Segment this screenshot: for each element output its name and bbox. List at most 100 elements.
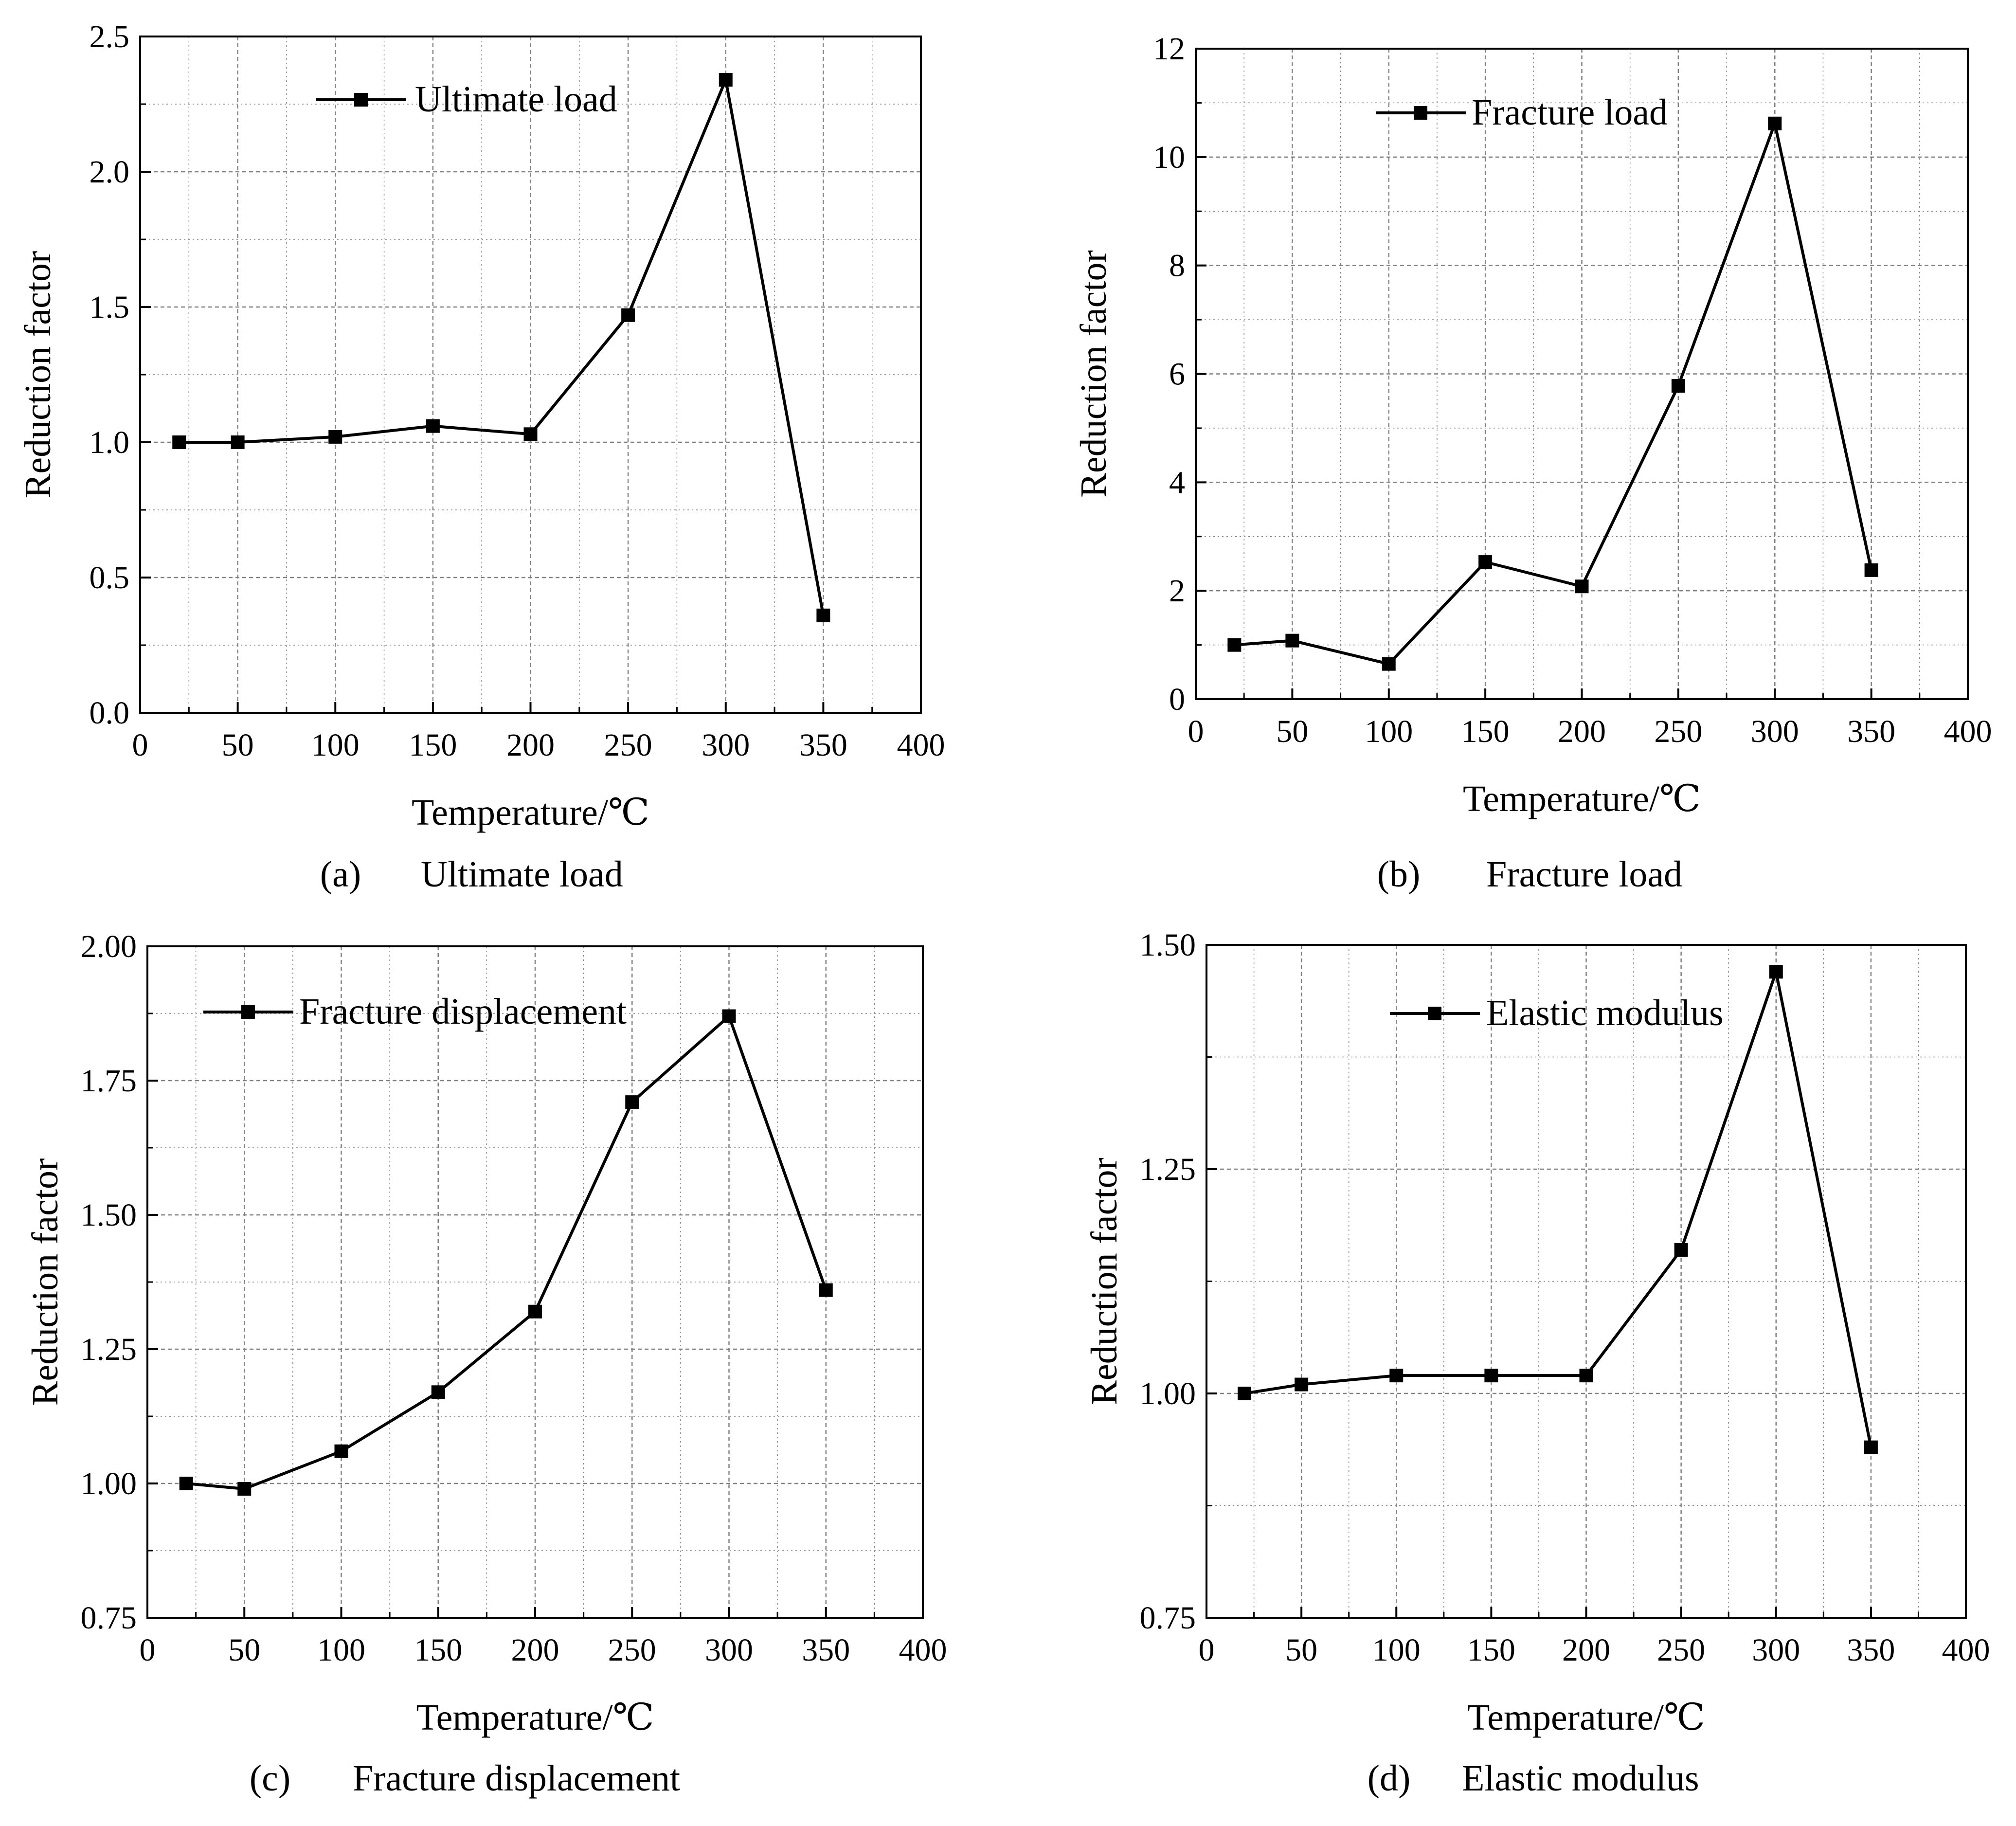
caption-label: (c) [250, 1758, 290, 1799]
data-point [621, 308, 635, 322]
y-tick-label: 1.25 [1140, 1152, 1196, 1187]
legend-label: Ultimate load [415, 79, 617, 120]
y-axis-label: Reduction factor [18, 251, 58, 499]
x-tick-label: 400 [897, 727, 945, 763]
x-tick-label: 0 [132, 727, 148, 763]
grid [1206, 945, 1966, 1618]
x-tick-label: 150 [1461, 714, 1510, 749]
x-tick-label: 250 [1654, 714, 1702, 749]
y-tick-label: 0.75 [81, 1600, 137, 1636]
y-tick-label: 2.5 [90, 19, 130, 54]
y-tick-label: 2 [1169, 573, 1185, 609]
caption-text: Fracture displacement [353, 1758, 680, 1799]
x-tick-label: 0 [140, 1632, 156, 1668]
caption-label: (d) [1368, 1758, 1411, 1799]
legend-label: Fracture displacement [299, 991, 627, 1032]
legend-label: Elastic modulus [1486, 993, 1724, 1033]
data-point [1295, 1377, 1309, 1392]
x-tick-label: 250 [1657, 1632, 1705, 1668]
x-axis-label: Temperature/℃ [1463, 778, 1701, 819]
x-tick-label: 100 [317, 1632, 365, 1668]
x-tick-label: 200 [506, 727, 555, 763]
y-axis-label: Reduction factor [25, 1158, 66, 1406]
chart-panel-c: 0 50 100 150 200 250 300 350 400 0.75 1.00 1.25 1.50… [25, 929, 947, 1799]
x-tick-label: 300 [1752, 1632, 1800, 1668]
data-point [1238, 1387, 1252, 1400]
data-point [431, 1385, 445, 1399]
data-point [237, 1482, 252, 1496]
x-tick-label: 50 [222, 727, 254, 763]
data-point [1671, 379, 1685, 393]
y-axis-label: Reduction factor [1084, 1157, 1125, 1405]
x-tick-label: 250 [604, 727, 652, 763]
data-point [1285, 633, 1299, 648]
data-point [1864, 563, 1878, 577]
x-tick-label: 200 [511, 1632, 559, 1668]
x-tick-label: 150 [409, 727, 457, 763]
caption-text: Ultimate load [421, 854, 623, 895]
data-point [816, 608, 830, 622]
x-tick-label: 300 [705, 1632, 753, 1668]
y-tick-label: 10 [1153, 140, 1185, 175]
data-point [172, 435, 186, 449]
data-point [1575, 579, 1589, 594]
data-point [1674, 1243, 1688, 1257]
x-tick-label: 150 [1467, 1632, 1515, 1668]
caption-label: (a) [320, 854, 361, 895]
legend-marker [354, 93, 368, 107]
y-tick-label: 8 [1169, 248, 1185, 284]
x-tick-label: 50 [1276, 714, 1308, 749]
y-tick-label: 1.75 [81, 1063, 137, 1099]
x-axis-label: Temperature/℃ [412, 792, 649, 833]
x-tick-label: 300 [1751, 714, 1799, 749]
x-tick-label: 50 [1285, 1632, 1317, 1668]
x-tick-label: 250 [608, 1632, 656, 1668]
data-point [328, 430, 342, 444]
y-tick-label: 1.50 [1140, 927, 1196, 963]
x-tick-label: 350 [1847, 1632, 1895, 1668]
y-tick-label: 4 [1169, 465, 1185, 500]
data-point [1579, 1369, 1593, 1383]
data-point [523, 427, 538, 441]
y-tick-label: 0.0 [90, 695, 130, 731]
x-tick-label: 350 [1847, 714, 1895, 749]
y-tick-label: 1.25 [81, 1332, 137, 1367]
series-line [1234, 122, 1873, 666]
y-tick-label: 1.0 [90, 425, 130, 460]
y-tick-label: 1.00 [81, 1466, 137, 1501]
grid [1196, 49, 1968, 699]
x-tick-label: 200 [1558, 714, 1606, 749]
y-axis-label: Reduction factor [1073, 250, 1114, 498]
x-tick-label: 0 [1188, 714, 1204, 749]
chart-panel-d: 0 50 100 150 200 250 300 350 400 0.75 1.00 1.25 1.50… [1084, 927, 1990, 1799]
x-tick-label: 400 [899, 1632, 947, 1668]
caption-text: Fracture load [1486, 854, 1682, 895]
legend-label: Fracture load [1472, 92, 1668, 133]
x-tick-label: 400 [1944, 714, 1992, 749]
series-line [1244, 970, 1872, 1448]
y-tick-label: 0.75 [1140, 1600, 1196, 1636]
x-axis-label: Temperature/℃ [416, 1697, 654, 1738]
legend-marker [1428, 1007, 1441, 1020]
data-point [625, 1095, 639, 1109]
y-tick-label: 0.5 [90, 560, 130, 596]
data-point [426, 419, 440, 433]
y-tick-label: 1.00 [1140, 1376, 1196, 1411]
x-tick-label: 350 [799, 727, 847, 763]
y-tick-label: 2.0 [90, 154, 130, 190]
y-tick-label: 2.00 [81, 929, 137, 964]
caption-text: Elastic modulus [1462, 1758, 1699, 1799]
data-point [528, 1304, 542, 1319]
data-point [1478, 555, 1493, 569]
series-line [179, 78, 825, 616]
data-point [819, 1283, 833, 1297]
x-tick-label: 100 [311, 727, 360, 763]
grid [140, 36, 921, 713]
data-point [334, 1444, 348, 1458]
legend-marker [1414, 106, 1427, 120]
x-tick-label: 150 [414, 1632, 462, 1668]
data-point [1769, 965, 1783, 979]
grid [147, 946, 923, 1618]
